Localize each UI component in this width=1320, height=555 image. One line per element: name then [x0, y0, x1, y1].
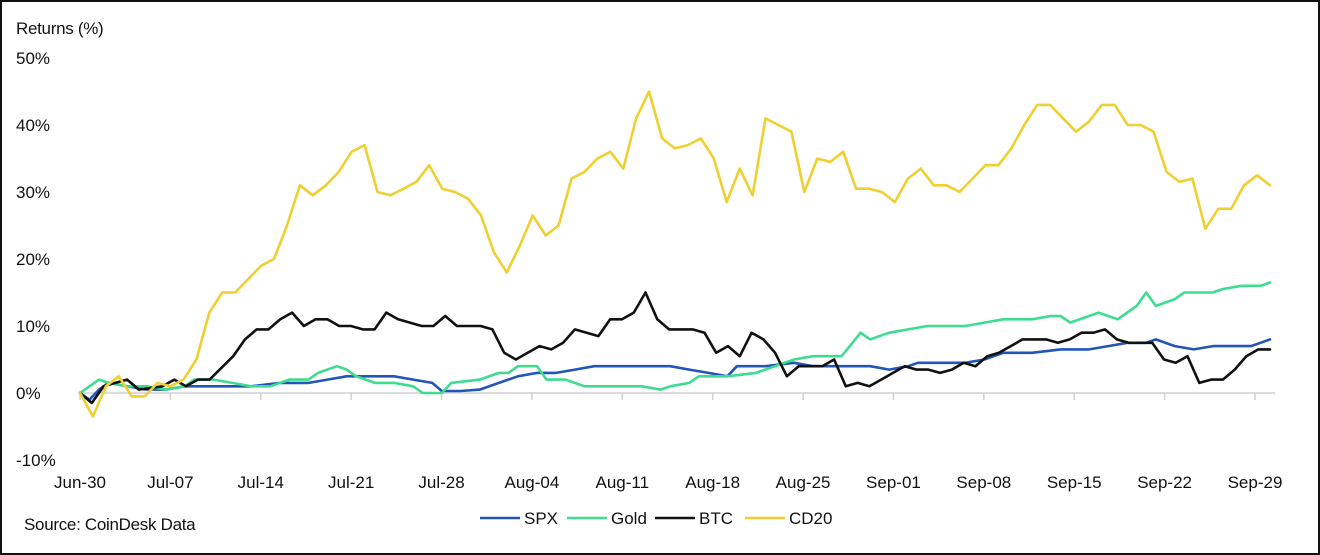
series-line-cd20 — [78, 90, 1272, 418]
series-line-spx — [78, 338, 1272, 402]
x-tick-label: Aug-25 — [776, 473, 831, 492]
x-tick-label: Aug-11 — [596, 473, 650, 492]
y-tick-label: 20% — [16, 250, 50, 269]
y-tick-label: 50% — [16, 49, 50, 68]
series-line-btc — [78, 291, 1272, 405]
x-tick-label: Sep-01 — [866, 473, 921, 492]
legend-label-spx: SPX — [524, 509, 558, 528]
legend-label-btc: BTC — [699, 509, 733, 528]
legend-label-gold: Gold — [611, 509, 647, 528]
x-tick-label: Jun-30 — [54, 473, 106, 492]
x-tick-label: Sep-15 — [1047, 473, 1102, 492]
x-tick-label: Sep-08 — [956, 473, 1011, 492]
x-tick-label: Jul-28 — [418, 473, 464, 492]
y-axis-title: Returns (%) — [16, 19, 104, 38]
y-tick-label: -10% — [16, 451, 56, 470]
x-tick-label: Jul-07 — [147, 473, 193, 492]
y-tick-label: 30% — [16, 183, 50, 202]
x-tick-label: Aug-18 — [685, 473, 740, 492]
x-tick-label: Jul-14 — [238, 473, 284, 492]
series-line-gold — [78, 281, 1272, 395]
y-tick-label: 40% — [16, 116, 50, 135]
x-tick-label: Sep-29 — [1228, 473, 1283, 492]
x-tick-label: Jul-21 — [328, 473, 374, 492]
legend-label-cd20: CD20 — [789, 509, 832, 528]
source-note: Source: CoinDesk Data — [24, 515, 196, 534]
x-tick-label: Aug-04 — [505, 473, 560, 492]
y-tick-label: 10% — [16, 317, 50, 336]
x-tick-label: Sep-22 — [1137, 473, 1192, 492]
y-tick-label: 0% — [16, 384, 41, 403]
